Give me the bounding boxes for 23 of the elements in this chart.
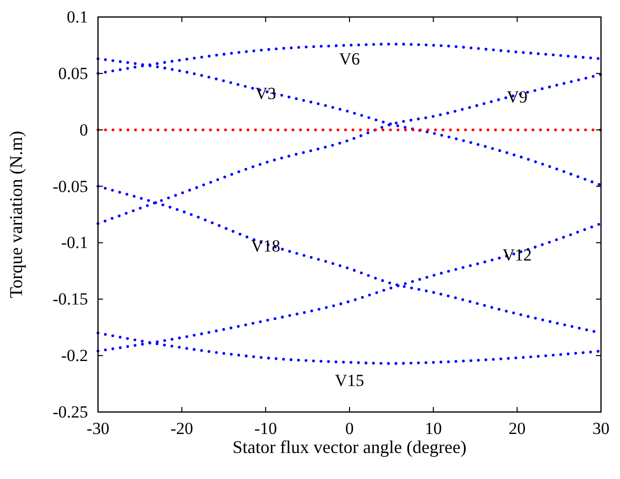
- series-label: V6: [339, 50, 360, 69]
- x-tick-label: -10: [254, 419, 278, 438]
- y-tick-label: -0.15: [52, 290, 88, 309]
- x-tick-label: -20: [170, 419, 194, 438]
- x-tick-label: 10: [424, 419, 442, 438]
- series-label: V15: [334, 370, 364, 390]
- y-tick-label: -0.1: [61, 233, 88, 252]
- y-tick-label: 0: [80, 120, 88, 140]
- x-tick-label: -30: [86, 419, 110, 438]
- series-label: V9: [506, 87, 528, 106]
- x-axis-title: Stator flux vector angle (degree): [232, 437, 466, 457]
- y-tick-label: -0.2: [61, 346, 88, 366]
- y-tick-label: -0.05: [52, 176, 88, 196]
- y-tick-label: 0.1: [66, 8, 88, 26]
- x-tick-label: 30: [592, 419, 610, 438]
- x-tick-label: 20: [508, 419, 526, 438]
- series-label: V3: [255, 84, 276, 103]
- y-axis-title: Torque variation (N.m): [6, 130, 26, 298]
- series-label: V12: [502, 245, 532, 264]
- y-tick-label: -0.25: [52, 402, 88, 422]
- y-tick-label: 0.05: [58, 64, 88, 83]
- series-label: V18: [251, 236, 280, 256]
- x-tick-label: 0: [345, 419, 354, 438]
